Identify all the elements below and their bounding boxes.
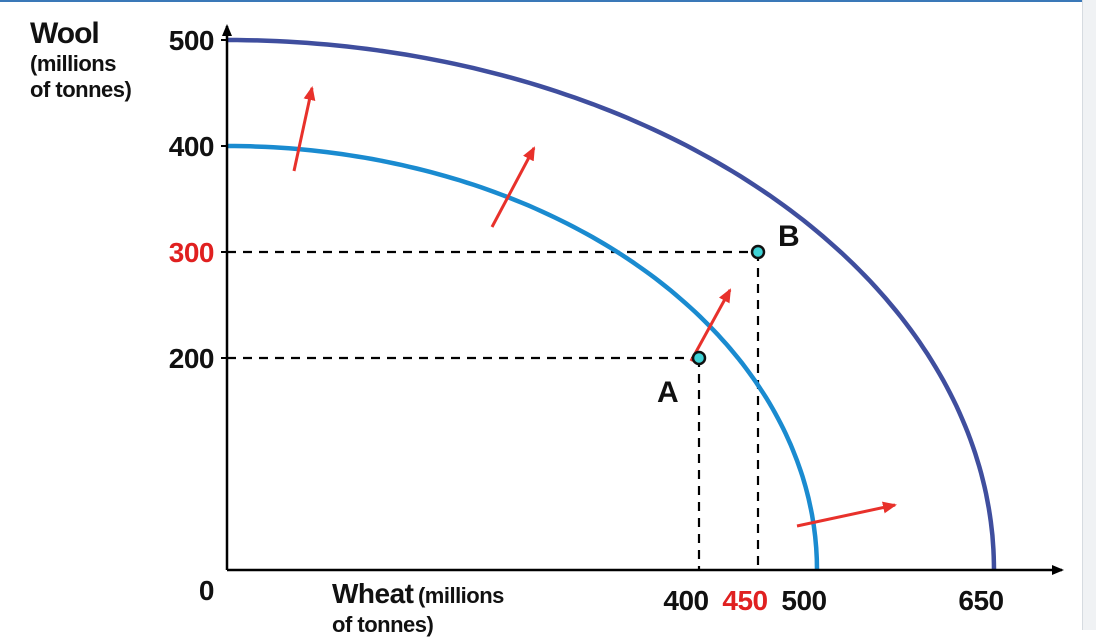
y-tick-label-0: 0 <box>199 575 214 606</box>
y-tick-label-200: 200 <box>169 343 214 374</box>
x-tick-label-450: 450 <box>722 585 767 616</box>
shift-arrow-3 <box>689 288 732 362</box>
shift-arrow-4 <box>796 501 897 528</box>
shift-arrow-1 <box>292 86 316 172</box>
right-scroll-edge <box>1082 0 1096 630</box>
point-a-marker <box>691 350 707 366</box>
ppf-original <box>227 143 820 571</box>
y-tick-label-300: 300 <box>169 237 214 268</box>
shift-arrow-2 <box>490 146 536 228</box>
x-tick-label-650: 650 <box>958 585 1003 616</box>
y-tick-label-500: 500 <box>169 25 214 56</box>
y-axis-title: Wool <box>30 17 100 50</box>
top-border <box>0 0 1082 2</box>
y-axis-unit-line1: (millions <box>30 51 116 77</box>
point-b-marker <box>750 244 766 260</box>
x-tick-label-400: 400 <box>663 585 708 616</box>
y-tick-label-400: 400 <box>169 131 214 162</box>
y-axis-label: Wool (millions of tonnes) <box>30 16 132 103</box>
y-axis-unit-line2: of tonnes) <box>30 77 132 103</box>
x-axis-title: Wheat <box>332 578 414 609</box>
point-b-label: B <box>778 220 800 253</box>
x-axis-unit-line1: (millions <box>417 583 504 608</box>
point-a-label: A <box>657 376 679 409</box>
x-tick-label-500: 500 <box>781 585 826 616</box>
ppf-shifted <box>227 37 997 571</box>
